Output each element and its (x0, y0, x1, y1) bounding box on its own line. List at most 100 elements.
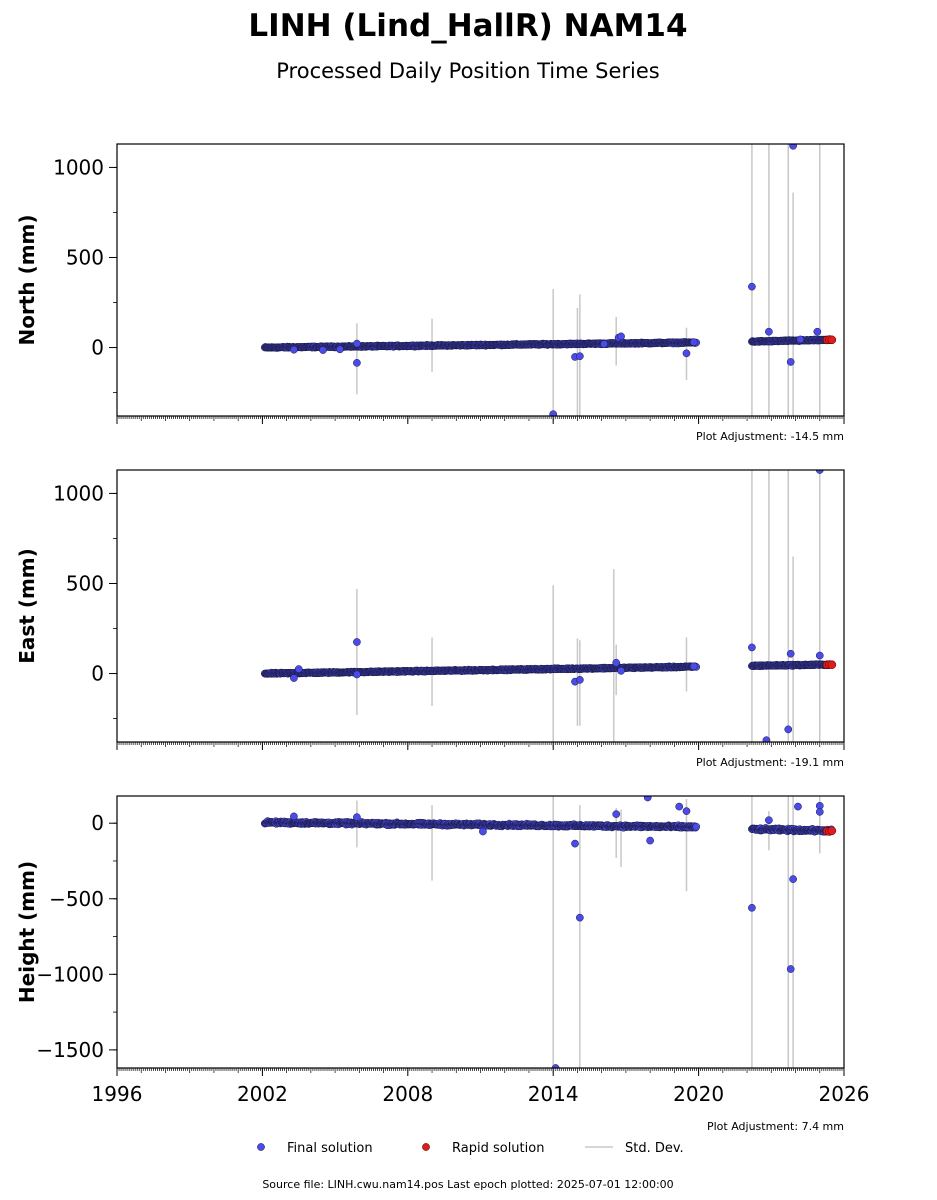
final-point (612, 658, 621, 667)
final-point (353, 813, 361, 822)
y-tick-label: 1000 (53, 155, 104, 179)
rapid-point (827, 335, 837, 345)
final-point (479, 827, 487, 836)
final-point (571, 839, 579, 848)
x-tick-label: 1996 (92, 1082, 143, 1106)
final-point (646, 836, 654, 845)
final-point (576, 352, 584, 361)
final-point (789, 144, 797, 150)
final-point (551, 1064, 560, 1068)
x-tick-label: 2002 (237, 1082, 288, 1106)
final-point (353, 638, 361, 646)
final-point (576, 676, 584, 684)
chart-subtitle: Processed Daily Position Time Series (276, 59, 660, 83)
plot-frame (116, 143, 845, 417)
final-point (748, 903, 756, 912)
plot-area (260, 470, 837, 742)
legend-final-marker (257, 1143, 265, 1151)
panel-3: 1996 2002 2008 2014 2020 2026 0 −500 −1000 −1500 H… (15, 795, 870, 1133)
final-point (353, 670, 361, 679)
legend-final-label: Final solution (287, 1141, 373, 1156)
final-point (748, 643, 756, 652)
y-tick-label: −1000 (36, 962, 104, 986)
y-tick-label: 0 (91, 811, 104, 835)
plot-adjustment-label: Plot Adjustment: -14.5 mm (696, 430, 844, 443)
final-point (762, 736, 771, 742)
y-tick-label: 0 (91, 662, 104, 686)
final-point (815, 808, 824, 816)
final-point (290, 674, 298, 682)
plot-area (260, 796, 837, 1068)
final-point (786, 965, 795, 973)
final-series-segment (748, 660, 836, 671)
final-series-segment (748, 335, 836, 346)
panels: 0 500 1000 North (mm) Plot Adjustment: -14.5… (15, 143, 870, 1133)
x-tick-label: 2026 (819, 1082, 870, 1106)
panel-1: 0 500 1000 North (mm) Plot Adjustment: -14.5… (15, 143, 845, 443)
final-series-segment (260, 662, 701, 678)
final-point (765, 816, 773, 825)
chart-title: LINH (Lind_HallR) NAM14 (248, 8, 687, 44)
final-series-segment (748, 824, 836, 836)
final-point (600, 340, 608, 348)
final-point (784, 725, 793, 734)
final-point (789, 875, 797, 883)
final-point (786, 649, 795, 658)
plot-frame (116, 795, 845, 1069)
final-point (748, 282, 756, 291)
y-axis-label: Height (mm) (15, 861, 39, 1003)
final-point (319, 346, 327, 354)
plot-adjustment-label: Plot Adjustment: 7.4 mm (707, 1120, 844, 1133)
final-point (617, 332, 625, 341)
x-tick-label: 2008 (382, 1082, 433, 1106)
final-point (353, 339, 361, 348)
rapid-point (827, 826, 837, 836)
final-point (689, 662, 698, 671)
final-point (815, 651, 824, 660)
y-tick-label: 1000 (53, 481, 104, 505)
final-point (290, 345, 298, 354)
final-point (794, 802, 802, 811)
final-point (576, 913, 584, 922)
x-tick-label: 2020 (673, 1082, 724, 1106)
legend-rapid-label: Rapid solution (452, 1141, 544, 1156)
y-axis-label: North (mm) (15, 214, 39, 345)
final-point (617, 666, 625, 675)
x-tick-label: 2014 (528, 1082, 579, 1106)
y-tick-label: 0 (91, 336, 104, 360)
final-point (786, 358, 795, 366)
y-tick-label: 500 (66, 245, 104, 269)
final-series-segment (260, 817, 701, 832)
final-point (336, 345, 344, 354)
final-point (692, 822, 701, 831)
final-point (682, 807, 691, 815)
final-point (612, 810, 621, 818)
legend: Final solution Rapid solution Std. Dev. (257, 1141, 684, 1156)
y-tick-label: 500 (66, 571, 104, 595)
final-point (549, 410, 558, 416)
final-point (675, 802, 684, 811)
final-point (643, 796, 652, 802)
final-point (353, 359, 361, 367)
final-point (765, 327, 773, 336)
final-point (294, 665, 303, 673)
final-point (815, 470, 824, 474)
final-point (290, 812, 298, 821)
final-point (682, 349, 691, 358)
source-note: Source file: LINH.cwu.nam14.pos Last epo… (262, 1178, 673, 1191)
legend-rapid-marker (422, 1143, 430, 1151)
final-point (689, 338, 698, 346)
y-axis-label: East (mm) (15, 548, 39, 664)
final-point (813, 327, 822, 336)
panel-2: 0 500 1000 East (mm) Plot Adjustment: -19.1 … (15, 469, 845, 769)
y-tick-label: −500 (49, 887, 104, 911)
legend-std-label: Std. Dev. (625, 1141, 684, 1156)
final-point (796, 335, 805, 344)
plot-frame (116, 469, 845, 743)
final-series-segment (260, 338, 701, 352)
rapid-point (827, 660, 837, 669)
y-tick-label: −1500 (36, 1038, 104, 1062)
plot-adjustment-label: Plot Adjustment: -19.1 mm (696, 756, 844, 769)
plot-area (260, 144, 837, 416)
